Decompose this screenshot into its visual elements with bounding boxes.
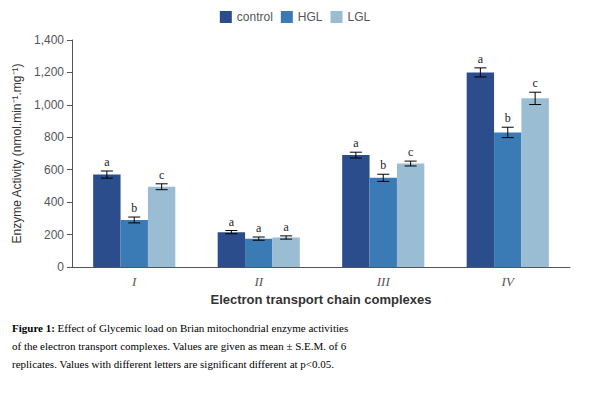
svg-text:c: c (408, 145, 413, 159)
svg-text:200: 200 (44, 228, 64, 242)
svg-text:a: a (283, 220, 289, 234)
svg-text:a: a (104, 155, 110, 169)
svg-text:a: a (353, 136, 359, 150)
svg-text:IV: IV (501, 274, 516, 289)
svg-text:1,400: 1,400 (34, 33, 64, 47)
svg-text:b: b (131, 201, 137, 215)
svg-text:I: I (131, 274, 137, 289)
svg-text:control: control (237, 10, 273, 24)
svg-text:Effect of Glycemic load on Bri: Effect of Glycemic load on Brian mitocho… (55, 322, 348, 334)
svg-text:of the electron transport comp: of the electron transport complexes. Val… (12, 340, 347, 352)
svg-text:Enzyme Activity (nmol.min⁻¹.mg: Enzyme Activity (nmol.min⁻¹.mg⁻¹) (10, 63, 24, 243)
svg-text:a: a (229, 215, 235, 229)
svg-text:1,200: 1,200 (34, 65, 64, 79)
svg-text:c: c (159, 168, 164, 182)
svg-text:b: b (505, 111, 511, 125)
svg-text:replicates. Values with differ: replicates. Values with different letter… (12, 358, 334, 370)
svg-text:LGL: LGL (348, 10, 371, 24)
svg-text:Figure 1:: Figure 1: (12, 322, 55, 334)
svg-text:II: II (253, 274, 263, 289)
svg-text:800: 800 (44, 130, 64, 144)
svg-text:600: 600 (44, 163, 64, 177)
svg-text:Electron transport chain compl: Electron transport chain complexes (210, 292, 431, 307)
svg-text:0: 0 (57, 260, 64, 274)
svg-text:III: III (376, 274, 391, 289)
svg-text:a: a (256, 221, 262, 235)
svg-text:400: 400 (44, 195, 64, 209)
svg-text:HGL: HGL (298, 10, 323, 24)
svg-text:a: a (478, 52, 484, 66)
svg-text:1,000: 1,000 (34, 98, 64, 112)
svg-text:c: c (532, 76, 537, 90)
svg-text:b: b (380, 158, 386, 172)
